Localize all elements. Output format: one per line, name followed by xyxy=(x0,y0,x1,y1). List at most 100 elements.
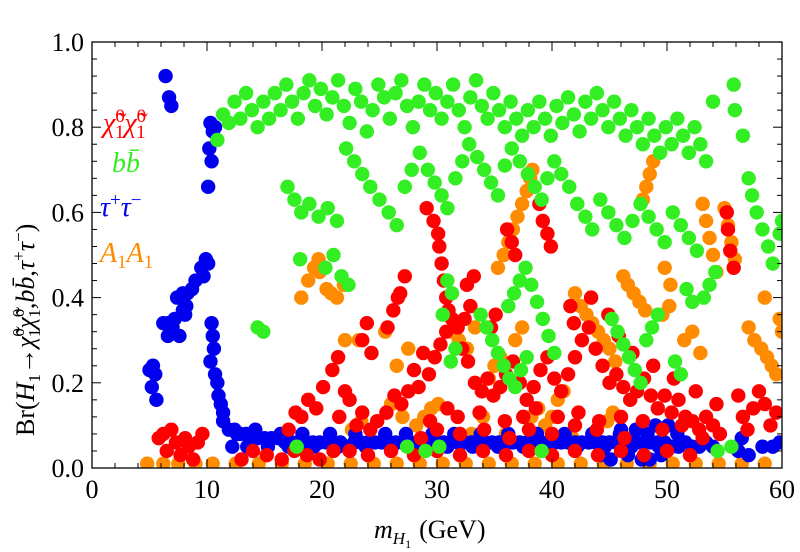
point-tautau xyxy=(148,367,163,382)
point-bb xyxy=(463,90,478,105)
point-A1A1 xyxy=(757,456,772,468)
point-A1A1 xyxy=(508,333,523,348)
point-chichi xyxy=(659,443,675,459)
point-chichi xyxy=(419,200,434,216)
point-chichi xyxy=(695,430,710,446)
point-bb xyxy=(320,200,335,216)
point-bb xyxy=(540,171,555,186)
point-tautau xyxy=(204,154,219,169)
y-axis-chi-b-sub: 1 xyxy=(25,309,44,318)
point-bb xyxy=(601,120,616,135)
point-chichi xyxy=(726,260,741,275)
point-chichi xyxy=(763,418,778,433)
point-bb xyxy=(490,188,506,203)
point-chichi xyxy=(544,426,560,442)
data-points-layer xyxy=(140,68,782,468)
point-bb xyxy=(480,111,495,126)
point-bb xyxy=(326,247,341,263)
point-chichi xyxy=(720,222,736,237)
point-bb xyxy=(610,324,625,339)
point-chichi xyxy=(360,448,376,463)
point-tautau xyxy=(741,448,756,463)
y-axis-chi-a-sup: 0 xyxy=(9,328,28,337)
point-bb xyxy=(445,77,461,92)
point-bb xyxy=(578,94,593,109)
point-bb xyxy=(534,443,549,459)
point-bb xyxy=(440,200,455,216)
point-bb xyxy=(589,85,605,101)
point-chichi xyxy=(439,324,454,339)
point-bb xyxy=(526,120,541,135)
point-bb xyxy=(279,77,294,92)
point-bb xyxy=(355,166,370,182)
point-chichi xyxy=(516,409,531,425)
y-axis-tau-a: τ xyxy=(11,259,40,270)
point-chichi xyxy=(355,333,370,348)
point-bb xyxy=(755,222,770,237)
y-axis-sep-1: , xyxy=(11,303,40,310)
point-bb xyxy=(673,217,688,233)
point-bb xyxy=(411,94,426,109)
point-bb xyxy=(562,179,577,195)
point-chichi xyxy=(583,290,599,305)
point-bb xyxy=(687,120,702,135)
point-bb xyxy=(741,171,756,186)
point-chichi xyxy=(159,443,174,459)
point-A1A1 xyxy=(608,354,623,369)
point-chichi xyxy=(757,396,772,412)
point-A1A1 xyxy=(695,196,710,212)
point-bb xyxy=(744,188,760,203)
point-A1A1 xyxy=(711,456,726,468)
point-bb xyxy=(313,81,329,97)
point-chichi xyxy=(547,371,562,386)
point-chichi xyxy=(521,422,537,437)
point-chichi xyxy=(650,401,665,416)
x-tick-label: 60 xyxy=(769,475,795,504)
point-chichi xyxy=(245,443,261,459)
point-A1A1 xyxy=(205,456,220,468)
point-chichi xyxy=(709,396,724,412)
x-tick-label: 10 xyxy=(194,475,220,504)
point-tautau xyxy=(164,98,179,114)
point-bb xyxy=(667,354,683,369)
point-bb xyxy=(595,102,610,118)
point-bb xyxy=(290,111,306,126)
point-bb xyxy=(554,166,569,182)
point-chichi xyxy=(740,422,755,437)
point-chichi xyxy=(504,235,519,250)
point-bb xyxy=(382,111,398,126)
point-bb xyxy=(227,94,242,109)
point-chichi xyxy=(186,452,201,467)
point-A1A1 xyxy=(772,311,782,327)
point-chichi xyxy=(535,213,550,229)
point-bb xyxy=(341,277,356,293)
point-chichi xyxy=(476,422,492,437)
x-axis-unit: (GeV) xyxy=(419,515,485,544)
point-bb xyxy=(627,362,642,378)
point-bb xyxy=(520,102,536,118)
point-bb xyxy=(504,141,519,156)
point-bb xyxy=(267,85,283,101)
point-tautau xyxy=(755,439,770,454)
point-A1A1 xyxy=(527,456,542,468)
point-chichi xyxy=(432,239,447,254)
point-chichi xyxy=(521,443,537,459)
point-chichi xyxy=(550,409,565,425)
point-bb xyxy=(476,162,492,177)
point-bb xyxy=(726,77,741,92)
point-chichi xyxy=(274,452,289,467)
point-bb xyxy=(289,439,304,454)
point-bb xyxy=(256,324,271,339)
point-bb xyxy=(434,111,449,126)
point-chichi xyxy=(590,448,606,463)
point-bb xyxy=(635,137,651,152)
point-bb xyxy=(639,333,654,348)
point-bb xyxy=(389,217,404,233)
point-A1A1 xyxy=(337,333,353,348)
point-bb xyxy=(325,90,340,105)
point-chichi xyxy=(342,392,357,408)
point-chichi xyxy=(567,350,583,365)
point-bb xyxy=(518,260,533,275)
y-axis-title: Br(H1→χ̃01χ̃01,bb̄,τ+τ−) xyxy=(9,224,44,436)
point-bb xyxy=(280,179,295,195)
